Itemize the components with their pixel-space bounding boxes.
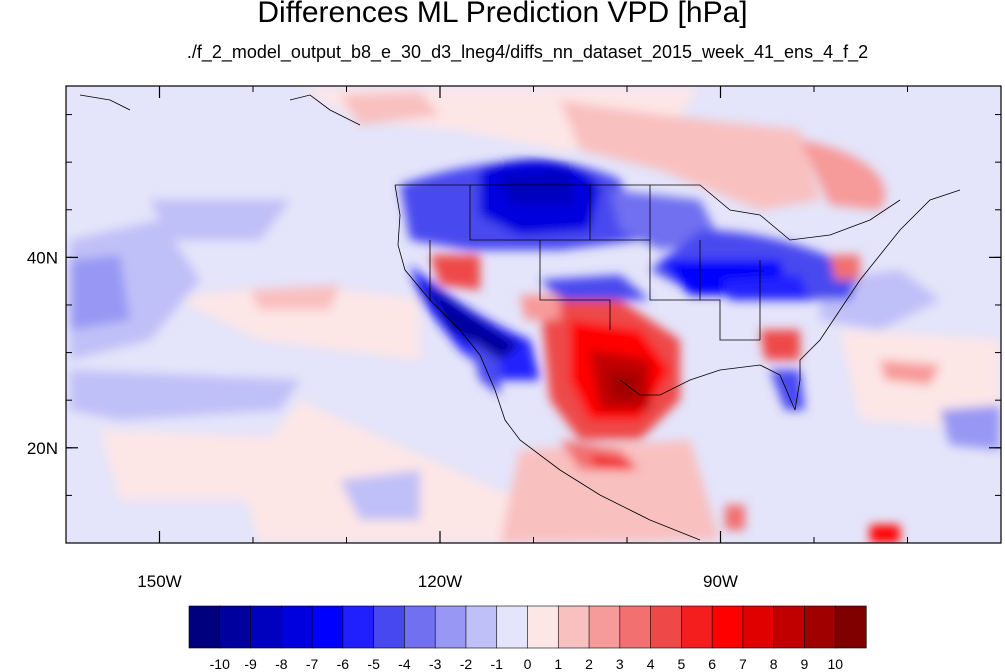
colorbar-label: 5 [677, 656, 685, 672]
colorbar-label: 2 [585, 656, 593, 672]
colorbar-label: -2 [460, 656, 473, 672]
colorbar-swatch [681, 605, 713, 649]
colorbar-swatch [465, 605, 498, 649]
lon-tick-label: 90W [703, 572, 738, 591]
colorbar-label: -7 [306, 656, 319, 672]
colorbar-swatch [311, 605, 344, 649]
map-title: Differences ML Prediction VPD [hPa] [257, 0, 748, 29]
colorbar-label: 7 [739, 656, 747, 672]
colorbar-label: 10 [827, 656, 843, 672]
lat-tick-label: 20N [27, 439, 58, 458]
colorbar-swatch [804, 605, 836, 649]
colorbar-swatch [496, 605, 529, 649]
colorbar-label: -3 [429, 656, 442, 672]
colorbar-label: -5 [367, 656, 380, 672]
colorbar-label: 3 [616, 656, 624, 672]
colorbar-label: -1 [491, 656, 504, 672]
colorbar-label: 6 [708, 656, 716, 672]
colorbar-swatch [342, 605, 375, 649]
colorbar-label: -9 [244, 656, 257, 672]
colorbar-label: -6 [337, 656, 350, 672]
colorbar-swatch [404, 605, 436, 649]
colorbar-label: 0 [524, 656, 532, 672]
colorbar-swatch [188, 605, 221, 649]
colorbar-swatch [373, 605, 406, 649]
colorbar-swatch [434, 605, 467, 649]
colorbar-swatch [773, 605, 806, 649]
colorbar-swatch [250, 605, 282, 649]
colorbar-swatch [588, 605, 621, 649]
colorbar-label: 1 [554, 656, 562, 672]
colorbar-swatch [219, 605, 252, 649]
lat-tick-label: 40N [27, 248, 58, 267]
map-subtitle: ./f_2_model_output_b8_e_30_d3_lneg4/diff… [186, 42, 869, 62]
colorbar-swatch [619, 605, 652, 649]
colorbar-label: -10 [210, 656, 230, 672]
colorbar: -10 -9 -8 -7 -6 -5 -4 -3 -2 -1 0 1 2 3 4 5 6 7 8 9 10 [188, 605, 867, 672]
colorbar-swatch [281, 605, 313, 649]
colorbar-label: 4 [647, 656, 655, 672]
colorbar-swatch [711, 605, 744, 649]
colorbar-swatch [650, 605, 682, 649]
colorbar-swatch [742, 605, 775, 649]
colorbar-label: -8 [275, 656, 288, 672]
colorbar-label: 8 [770, 656, 778, 672]
colorbar-label: 9 [801, 656, 809, 672]
lon-tick-label: 150W [137, 572, 181, 591]
colorbar-swatch [527, 605, 559, 649]
lon-tick-label: 120W [418, 572, 462, 591]
colorbar-label: -4 [398, 656, 411, 672]
colorbar-swatch [834, 605, 867, 649]
colorbar-swatch [557, 605, 590, 649]
data-field [66, 86, 1001, 543]
axis-ticks: 150W 120W 90W 40N 20N [27, 86, 1002, 591]
